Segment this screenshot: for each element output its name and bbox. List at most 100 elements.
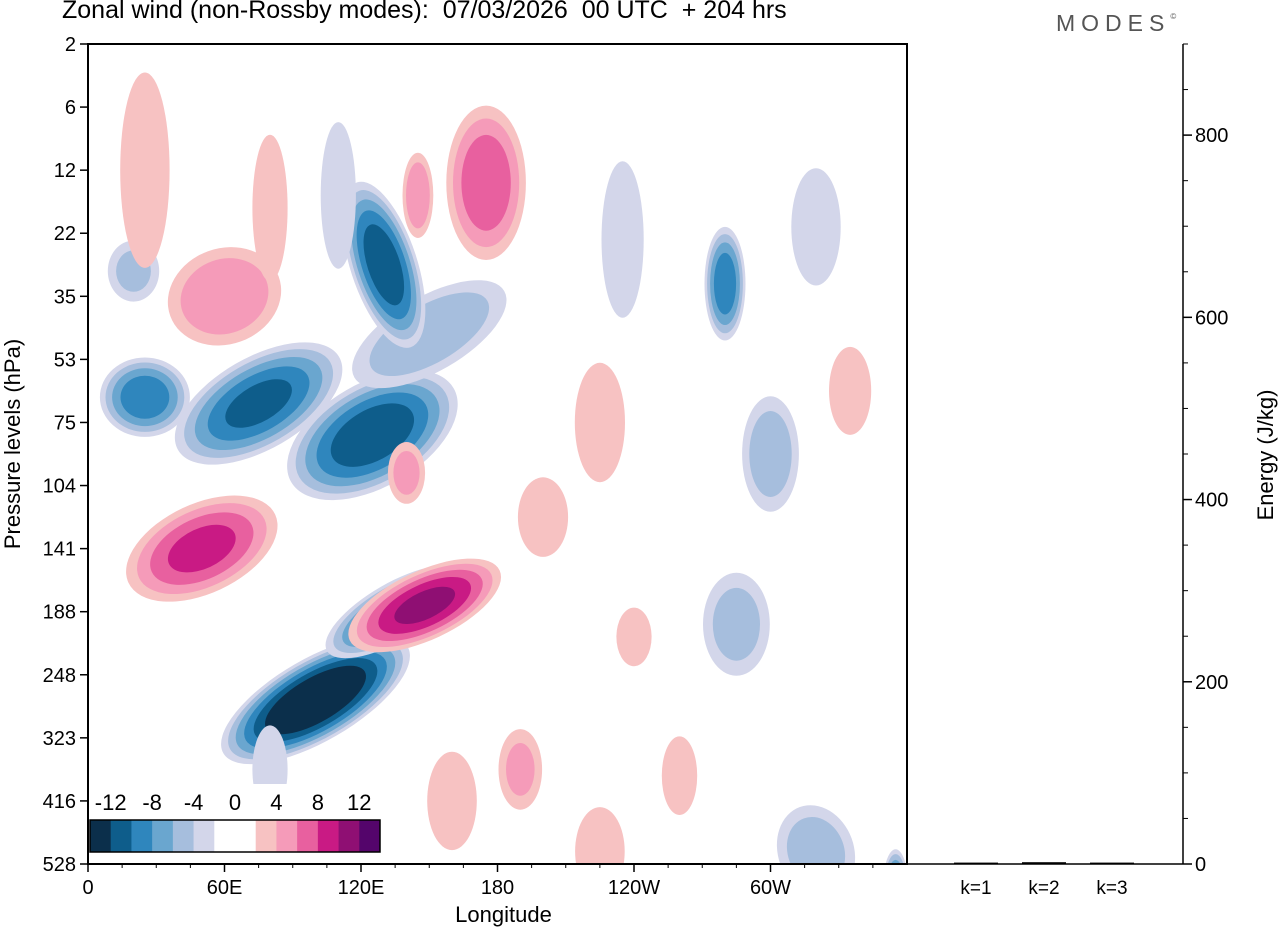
colorbar-label: 0: [229, 790, 241, 815]
colorbar: -12 -8 -4 0 4 8 12: [88, 784, 382, 856]
contour-fill-14-2: [252, 134, 288, 282]
y-tick-label: 416: [43, 791, 76, 813]
energy-axis-title: Energy (J/kg): [1253, 390, 1278, 521]
energy-panel: 0 200 400 600 800 Energy (J/kg) k=1 k=2 k=3: [908, 43, 1278, 899]
y-tick-label: 35: [54, 286, 76, 308]
contour-fill-25-6: [829, 882, 849, 909]
contour-fill-11-4: [406, 162, 430, 229]
colorbar-label: 8: [312, 790, 324, 815]
contour-fill-22-4: [393, 451, 420, 495]
colorbar-swatch: [131, 820, 153, 852]
contour-fill-10-10: [363, 224, 405, 306]
contour-fill-3-8: [167, 524, 236, 573]
contour-fill-26-2: [791, 168, 841, 286]
colorbar-swatch: [338, 820, 360, 852]
contour-fill-7-4: [369, 292, 490, 377]
colorbar-label: -12: [95, 790, 127, 815]
energy-tick-label: 400: [1195, 490, 1228, 512]
energy-bar: [1090, 862, 1134, 864]
colorbar-swatch: [359, 820, 381, 852]
contour-fill-1-12: [264, 665, 367, 735]
brand-text: MODES: [1056, 10, 1171, 36]
colorbar-swatch: [110, 820, 132, 852]
contour-fill-33-4: [712, 587, 761, 661]
y-tick-label: 22: [54, 223, 76, 245]
contour-fill-17-2: [601, 161, 644, 318]
energy-bar: [1022, 862, 1066, 864]
x-tick-label: 0: [82, 877, 93, 899]
y-tick-label: 141: [43, 539, 76, 561]
contour-fill-6-10: [330, 403, 415, 467]
contour-fill-24-8: [890, 868, 901, 898]
energy-tick-label: 600: [1195, 307, 1228, 329]
energy-bar: [954, 862, 998, 864]
contour-fill-18-4: [749, 411, 792, 497]
colorbar-swatch: [297, 820, 319, 852]
contour-fill-24-6: [890, 859, 901, 864]
colorbar-label: 4: [270, 790, 282, 815]
energy-bar-label: k=2: [1028, 878, 1059, 899]
colorbar-swatch: [255, 820, 277, 852]
contour-fill-20-2: [517, 477, 569, 557]
x-tick-label: 120W: [608, 877, 660, 899]
y-tick-label: 323: [43, 728, 76, 750]
x-tick-label: 120E: [338, 877, 385, 899]
contour-fill-15-2: [120, 72, 170, 268]
contour-fill-4-10: [394, 586, 456, 625]
y-tick-label: 248: [43, 665, 76, 687]
y-tick-label: 188: [43, 602, 76, 624]
colorbar-swatch: [276, 820, 298, 852]
contour-fill-21-2: [616, 607, 652, 667]
colorbar-swatch: [193, 820, 215, 852]
x-tick-label: 60W: [750, 877, 791, 899]
energy-bar-label: k=1: [960, 878, 991, 899]
y-tick-label: 53: [54, 349, 76, 371]
brand-logo: MODES©: [1056, 10, 1176, 37]
heatmap-field: [99, 72, 906, 917]
contour-fill-16-8: [713, 252, 737, 315]
contour-fill-24-4: [887, 854, 904, 864]
energy-tick-label: 200: [1195, 672, 1228, 694]
y-tick-label: 2: [65, 34, 76, 56]
colorbar-swatch: [90, 820, 112, 852]
y-tick-label: 12: [54, 160, 76, 182]
colorbar-frame: [89, 819, 381, 853]
colorbar-label: -4: [184, 790, 204, 815]
colorbar-swatch: [317, 820, 339, 852]
contour-fill-27-2: [829, 346, 872, 435]
colorbar-label: 12: [347, 790, 371, 815]
contour-fill-13-2: [320, 122, 356, 269]
contour-fill-5-10: [225, 379, 292, 428]
colorbar-swatch: [172, 820, 194, 852]
colorbar-swatch: [235, 820, 257, 852]
colorbar-swatch: [152, 820, 174, 852]
y-axis-title: Pressure levels (hPa): [0, 339, 25, 549]
contour-fill-12-6: [461, 134, 511, 231]
contour-fill-23-4: [786, 816, 846, 864]
y-tick-label: 528: [43, 854, 76, 876]
brand-mark: ©: [1170, 12, 1177, 21]
contour-fill-29-2: [575, 807, 625, 864]
chart-title: Zonal wind (non-Rossby modes): 07/03/202…: [62, 0, 787, 24]
contour-fill-28-2: [661, 736, 698, 815]
contour-fill-25-2: [823, 873, 855, 917]
contour-fill-9-8: [120, 375, 170, 419]
contour-fill-19-2: [574, 362, 626, 483]
y-tick-label: 6: [65, 97, 76, 119]
x-axis-title: Longitude: [455, 902, 552, 927]
energy-bar-label: k=3: [1096, 878, 1127, 899]
contour-fill-25-4: [826, 877, 852, 914]
energy-tick-label: 0: [1195, 854, 1206, 876]
contour-fill-8-4: [180, 258, 269, 335]
colorbar-swatch: [214, 820, 236, 852]
energy-tick-label: 800: [1195, 125, 1228, 147]
y-tick-label: 75: [54, 412, 76, 434]
y-tick-label: 104: [43, 476, 76, 498]
contour-fill-30-4: [506, 743, 535, 796]
x-tick-label: 60E: [207, 877, 243, 899]
contour-fill-31-2: [427, 751, 477, 851]
x-tick-label: 180: [481, 877, 514, 899]
colorbar-label: -8: [142, 790, 162, 815]
